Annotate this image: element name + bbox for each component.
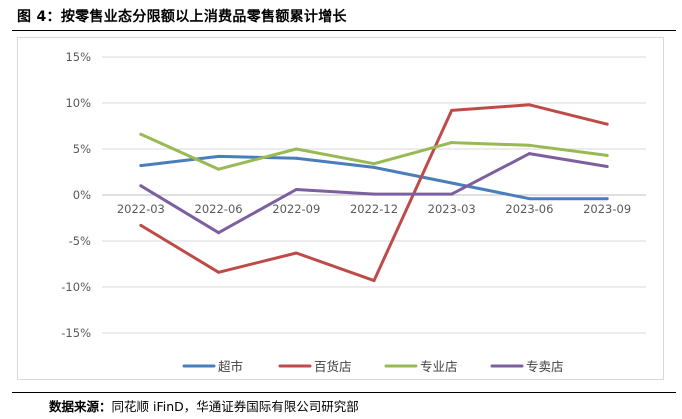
- source-text: 同花顺 iFinD，华通证券国际有限公司研究部: [111, 399, 359, 414]
- data-point: [527, 197, 531, 201]
- data-point: [450, 181, 454, 185]
- source-note: 数据来源：同花顺 iFinD，华通证券国际有限公司研究部: [49, 396, 359, 415]
- figure-title: 图 4：按零售业态分限额以上消费品零售额累计增长: [17, 9, 347, 25]
- y-tick-label: 5%: [73, 142, 91, 156]
- data-point: [294, 251, 298, 255]
- x-axis-ticks: 2022-03 2022-06 2022-09 2022-12 2023-03 2023-…: [117, 202, 631, 216]
- line-chart: 15%10%5%0%-5%-10%-15% 2022-03 2022-06 2022…: [61, 50, 646, 374]
- data-point: [217, 154, 221, 158]
- data-point: [605, 122, 609, 126]
- legend-label: 超市: [218, 359, 243, 374]
- data-point: [450, 108, 454, 112]
- data-point: [605, 164, 609, 168]
- data-point: [294, 187, 298, 191]
- data-point: [139, 132, 143, 136]
- x-tick-label: 2022-09: [272, 202, 320, 216]
- data-point: [217, 270, 221, 274]
- data-point: [527, 152, 531, 156]
- data-point: [527, 143, 531, 147]
- y-tick-label: 0%: [73, 188, 91, 202]
- title-divider: [12, 30, 676, 31]
- data-point: [217, 167, 221, 171]
- y-tick-label: -15%: [61, 326, 91, 340]
- data-point: [294, 147, 298, 151]
- data-point: [372, 279, 376, 283]
- x-tick-label: 2023-03: [428, 202, 476, 216]
- data-point: [139, 223, 143, 227]
- data-point: [294, 156, 298, 160]
- y-tick-label: -5%: [69, 234, 91, 248]
- legend-label: 专卖店: [526, 359, 564, 374]
- series-layer: [139, 103, 609, 283]
- data-point: [450, 192, 454, 196]
- data-point: [605, 153, 609, 157]
- legend-label: 百货店: [314, 359, 352, 374]
- x-tick-label: 2022-03: [117, 202, 165, 216]
- data-point: [372, 162, 376, 166]
- data-point: [372, 192, 376, 196]
- x-tick-label: 2022-06: [195, 202, 243, 216]
- legend: 超市 百货店 专业店 专卖店: [182, 359, 564, 374]
- data-point: [139, 164, 143, 168]
- x-tick-label: 2023-06: [505, 202, 553, 216]
- data-point: [605, 197, 609, 201]
- y-axis-ticks: 15% 10% 5% 0% -5% -10% -15%: [61, 50, 91, 340]
- data-point: [450, 141, 454, 145]
- y-tick-label: 10%: [65, 96, 91, 110]
- x-tick-label: 2022-12: [350, 202, 398, 216]
- chart-frame: 15% 10% 5% 0% -5% -10% -15% 2022-03 2022-06 2022…: [17, 37, 664, 380]
- grid-layer: [102, 56, 646, 334]
- legend-label: 专业店: [420, 359, 458, 374]
- y-tick-label: -10%: [61, 280, 91, 294]
- data-point: [527, 103, 531, 107]
- source-divider: [12, 392, 676, 393]
- y-tick-label: 15%: [65, 50, 91, 64]
- data-point: [217, 231, 221, 235]
- source-label: 数据来源：: [49, 399, 112, 414]
- data-point: [139, 184, 143, 188]
- data-point: [372, 165, 376, 169]
- x-tick-label: 2023-09: [583, 202, 631, 216]
